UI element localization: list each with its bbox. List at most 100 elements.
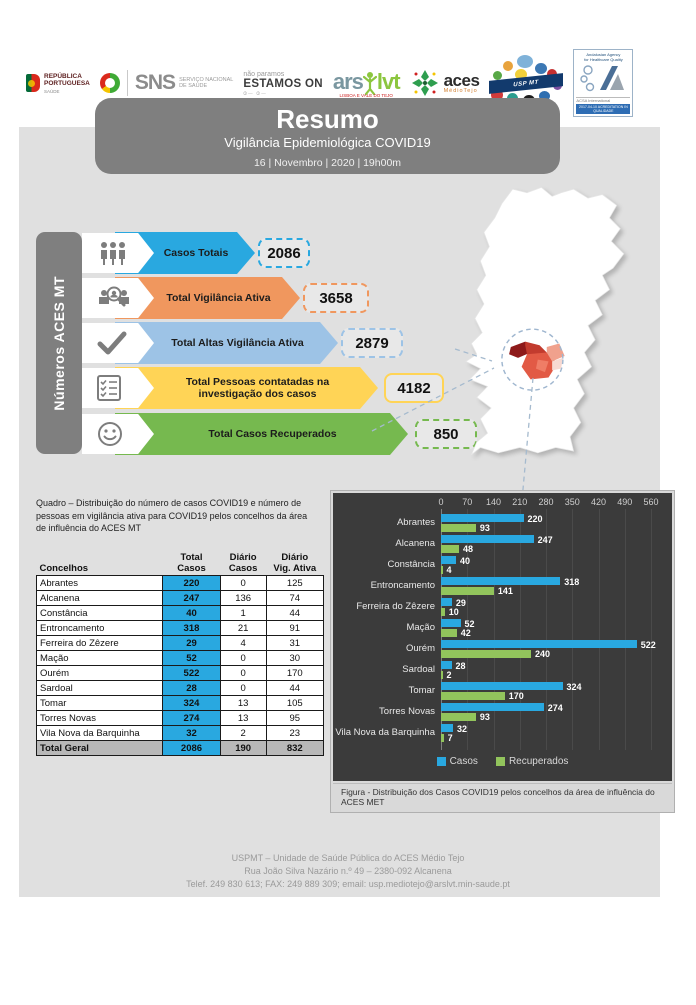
bar-recuperados [441, 733, 444, 742]
covid-bar-chart: 0 70 140 210 280 350 420 490 560 Abrantes 220 93 Alc… [333, 493, 672, 781]
cell-concelho: Constância [35, 605, 164, 621]
footer-line1: USPMT – Unidade de Saúde Pública do ACES… [231, 853, 465, 863]
bar-casos [441, 577, 561, 585]
category-label: Alcanena [395, 538, 435, 549]
cell-value: 2 [219, 725, 267, 741]
bar-recuperados [441, 586, 494, 595]
arslvt-lvt: lvt [376, 68, 401, 94]
estamos-on-sub: ⏼ — ⏼ — [243, 90, 266, 96]
cell-value: 44 [265, 680, 325, 696]
cell-value: 40 [162, 605, 221, 621]
cell-concelho: Alcanena [35, 590, 164, 606]
bar-recuperados [441, 649, 531, 658]
table-row: Alcanena 247 136 74 [35, 590, 325, 606]
bar-casos [441, 619, 461, 627]
estamos-on-name: ESTAMOS ON [243, 77, 323, 90]
bar-value-label: 10 [448, 607, 459, 617]
acsa-top2: for Healthcare Quality [584, 57, 623, 62]
cell-value: 4 [219, 635, 267, 651]
portugal-flag-icon [26, 74, 40, 92]
cell-value: 324 [162, 695, 221, 711]
table-row: Ferreira do Zêzere 29 4 31 [35, 635, 325, 651]
estamos-on-tagline: não paramos [243, 70, 285, 78]
bar-casos [441, 556, 456, 564]
cell-concelho: Torres Novas [35, 710, 164, 726]
bar-value-label: 28 [455, 660, 466, 671]
cell-value: 52 [162, 650, 221, 666]
figure-panel: 0 70 140 210 280 350 420 490 560 Abrantes 220 93 Alc… [330, 490, 675, 813]
bar-value-label: 4 [446, 565, 452, 575]
table-row: Tomar 324 13 105 [35, 695, 325, 711]
cell-concelho: Ourém [35, 665, 164, 681]
concelhos-table: Concelhos Total Casos Diário Casos Diário V… [35, 551, 325, 756]
stat-row-checkmark: Total Altas Vigilância Ativa 2879 [0, 322, 696, 364]
bar-casos [441, 640, 637, 648]
sns-name2: DE SAÚDE [179, 83, 208, 89]
table-total-row: Total Geral 2086 190 832 [35, 740, 325, 756]
cell-concelho: Ferreira do Zêzere [35, 635, 164, 651]
cell-concelho: Sardoal [35, 680, 164, 696]
table-row: Ourém 522 0 170 [35, 665, 325, 681]
stat-label: Total Vigilância Ativa [166, 292, 271, 304]
table-header-row: Concelhos Total Casos Diário Casos Diário V… [37, 551, 324, 576]
sns-name1: SERVIÇO NACIONAL [179, 76, 234, 83]
bar-casos [441, 598, 452, 606]
stat-row-people-group: Casos Totais 2086 [0, 232, 696, 274]
bar-value-label: 141 [497, 586, 513, 596]
bar-casos [441, 514, 524, 522]
cell-value: 125 [265, 575, 325, 591]
category-label: Ourém [405, 643, 435, 654]
legend-item-casos: Casos [436, 756, 478, 767]
col-header-diario-vig: Diário Vig. Ativa [273, 552, 317, 574]
table-caption: Quadro – Distribuição do número de casos… [36, 498, 308, 533]
bar-casos [441, 682, 563, 690]
table-row: Constância 40 1 44 [35, 605, 325, 621]
stat-value-badge: 2879 [341, 328, 403, 358]
bar-value-label: 274 [547, 702, 563, 713]
bar-casos [441, 661, 452, 669]
col-header-concelhos: Concelhos [39, 563, 89, 574]
aces-pinwheel-icon [411, 70, 438, 96]
gridline [651, 509, 652, 750]
stat-row-smiley: Total Casos Recuperados 850 [0, 413, 696, 455]
cell-value: 170 [265, 665, 325, 681]
cell-value: 522 [162, 665, 221, 681]
cell-value: 23 [265, 725, 325, 741]
stat-arrow-banner: Total Pessoas contatadas na investigação… [115, 367, 378, 409]
cell-value: 29 [162, 635, 221, 651]
cell-value: 220 [162, 575, 221, 591]
gridline [624, 509, 626, 750]
legend-label: Recuperados [508, 756, 569, 767]
aces-sub: MédioTejo [443, 87, 478, 94]
table-row: Torres Novas 274 13 95 [35, 710, 325, 726]
cell-value: 0 [219, 680, 267, 696]
arslvt-logo: ars lvt LISBOA E VALE DO TEJO [333, 68, 401, 98]
bar-value-label: 7 [447, 733, 453, 743]
bar-value-label: 240 [535, 649, 551, 659]
footer: USPMT – Unidade de Saúde Pública do ACES… [0, 852, 696, 891]
cell-value: 28 [162, 680, 221, 696]
col-header-total-casos: Total Casos [177, 552, 206, 574]
table-row: Abrantes 220 0 125 [35, 575, 325, 591]
bar-casos [441, 535, 534, 543]
bar-value-label: 2 [446, 670, 452, 680]
bar-recuperados [441, 628, 457, 637]
bar-recuperados [441, 565, 443, 574]
cell-value: 274 [162, 710, 221, 726]
checklist-icon [82, 368, 154, 408]
estamos-on-logo: não paramos ESTAMOS ON ⏼ — ⏼ — [243, 71, 322, 96]
bar-value-label: 318 [564, 576, 580, 587]
gridline [467, 509, 469, 750]
cell-value: 32 [162, 725, 221, 741]
category-label: Abrantes [396, 517, 435, 528]
cell-concelho: Abrantes [35, 575, 164, 591]
arslvt-sub: LISBOA E VALE DO TEJO [339, 92, 393, 98]
cell-value: 31 [265, 635, 325, 651]
category-label: Torres Novas [379, 706, 435, 717]
cell-value: 105 [265, 695, 325, 711]
cell-value: 247 [162, 590, 221, 606]
x-axis-tick: 70 [462, 497, 473, 507]
portugal-map [465, 186, 625, 455]
cell-value: 0 [219, 575, 267, 591]
acsa-accreditation-logo: Andalusian Agency for Healthcare Quality… [573, 49, 634, 117]
